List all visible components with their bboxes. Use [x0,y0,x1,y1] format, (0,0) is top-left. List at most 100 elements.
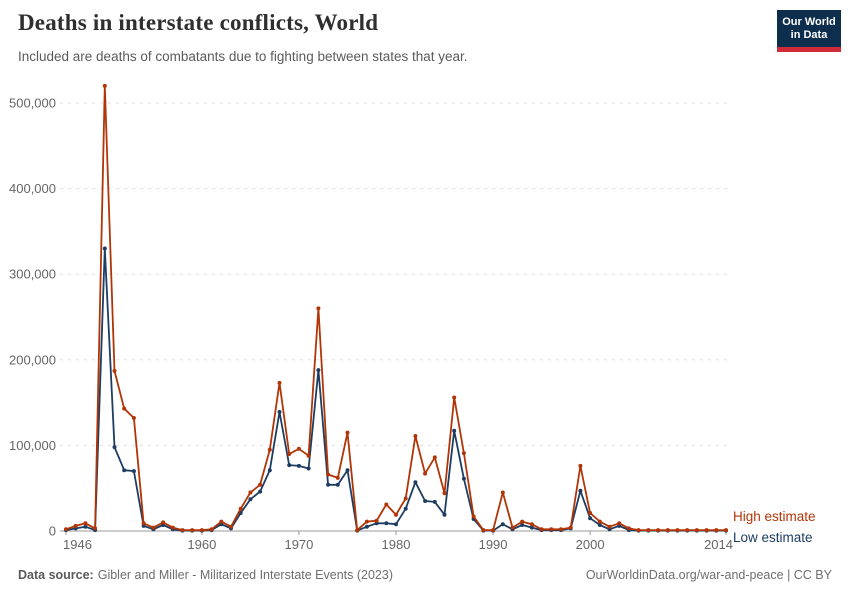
high-estimate-point[interactable] [345,430,350,435]
high-estimate-point[interactable] [549,527,554,532]
high-estimate-point[interactable] [559,527,563,532]
attribution-link[interactable]: OurWorldinData.org/war-and-peace | CC BY [585,568,832,582]
high-estimate-point[interactable] [578,463,583,468]
low-estimate-point[interactable] [588,516,593,521]
low-estimate-point[interactable] [364,524,369,529]
high-estimate-point[interactable] [588,511,593,515]
high-estimate-point[interactable] [267,447,272,452]
low-estimate-point[interactable] [345,468,350,473]
high-estimate-point[interactable] [258,482,263,487]
low-estimate-point[interactable] [500,522,505,527]
high-estimate-point[interactable] [597,519,602,524]
high-estimate-point[interactable] [364,519,369,524]
high-estimate-point[interactable] [306,453,311,458]
high-estimate-point[interactable] [199,528,204,533]
high-estimate-point[interactable] [607,524,612,529]
low-estimate-point[interactable] [316,368,321,373]
low-estimate-point[interactable] [461,476,466,481]
high-estimate-point[interactable] [471,514,476,519]
legend-high-estimate[interactable]: High estimate [733,509,816,524]
high-estimate-point[interactable] [529,522,534,527]
low-estimate-point[interactable] [267,468,272,473]
high-estimate-point[interactable] [355,528,360,533]
high-estimate-point[interactable] [510,525,515,530]
high-estimate-point[interactable] [694,528,699,533]
high-estimate-point[interactable] [724,528,728,533]
high-estimate-point[interactable] [394,512,398,517]
low-estimate-point[interactable] [326,482,331,487]
high-estimate-point[interactable] [403,496,408,501]
high-estimate-point[interactable] [374,518,379,523]
low-estimate-point[interactable] [296,463,301,468]
low-estimate-point[interactable] [394,522,398,527]
high-estimate-point[interactable] [656,528,661,533]
low-estimate-point[interactable] [287,463,292,468]
high-estimate-point[interactable] [180,528,185,533]
high-estimate-point[interactable] [229,524,233,529]
high-estimate-point[interactable] [423,471,428,476]
low-estimate-point[interactable] [122,468,127,473]
high-estimate-point[interactable] [568,525,573,530]
high-estimate-point[interactable] [384,502,389,507]
high-estimate-point[interactable] [248,490,253,495]
high-estimate-point[interactable] [675,528,680,533]
high-estimate-point[interactable] [335,475,340,480]
high-estimate-point[interactable] [636,528,641,533]
low-estimate-point[interactable] [520,523,525,527]
high-estimate-point[interactable] [432,455,437,460]
low-estimate-line[interactable] [65,247,727,532]
high-estimate-point[interactable] [316,306,321,311]
high-estimate-point[interactable] [93,526,98,531]
high-estimate-point[interactable] [539,527,544,532]
high-estimate-point[interactable] [685,528,690,533]
low-estimate-point[interactable] [335,482,340,487]
high-estimate-point[interactable] [296,446,301,451]
low-estimate-point[interactable] [102,246,107,251]
high-estimate-point[interactable] [141,521,146,526]
high-estimate-point[interactable] [83,521,88,526]
low-estimate-point[interactable] [112,445,117,450]
low-estimate-point[interactable] [306,466,311,471]
high-estimate-point[interactable] [626,526,631,531]
high-estimate-point[interactable] [617,521,622,526]
high-estimate-point[interactable] [219,519,224,524]
high-estimate-point[interactable] [64,527,68,532]
high-estimate-point[interactable] [131,416,136,420]
high-estimate-line[interactable] [65,85,727,531]
high-estimate-point[interactable] [461,451,466,456]
high-estimate-point[interactable] [481,528,486,533]
low-estimate-point[interactable] [452,428,457,433]
low-estimate-point[interactable] [578,488,583,493]
low-estimate-point[interactable] [423,499,428,503]
high-estimate-point[interactable] [161,520,166,525]
low-estimate-point[interactable] [413,480,418,485]
high-estimate-point[interactable] [277,380,282,385]
low-estimate-point[interactable] [432,499,437,504]
legend-low-estimate[interactable]: Low estimate [733,530,813,545]
high-estimate-point[interactable] [665,528,670,533]
low-estimate-point[interactable] [83,524,88,529]
low-estimate-point[interactable] [403,506,408,511]
high-estimate-point[interactable] [122,406,127,411]
low-estimate-point[interactable] [597,523,602,527]
high-estimate-point[interactable] [326,472,331,477]
high-estimate-point[interactable] [442,491,447,496]
low-estimate-point[interactable] [384,521,389,526]
high-estimate-point[interactable] [520,519,525,524]
high-estimate-point[interactable] [102,83,107,88]
low-estimate-point[interactable] [248,497,253,502]
low-estimate-point[interactable] [442,512,447,517]
high-estimate-point[interactable] [452,395,457,400]
low-estimate-point[interactable] [277,410,282,414]
high-estimate-point[interactable] [413,434,418,438]
high-estimate-point[interactable] [491,528,496,533]
high-estimate-point[interactable] [151,525,156,530]
high-estimate-point[interactable] [170,525,175,530]
high-estimate-point[interactable] [500,490,505,495]
high-estimate-point[interactable] [287,452,292,456]
low-estimate-point[interactable] [529,525,534,530]
high-estimate-point[interactable] [704,528,709,533]
high-estimate-point[interactable] [646,528,651,533]
high-estimate-point[interactable] [238,506,243,511]
